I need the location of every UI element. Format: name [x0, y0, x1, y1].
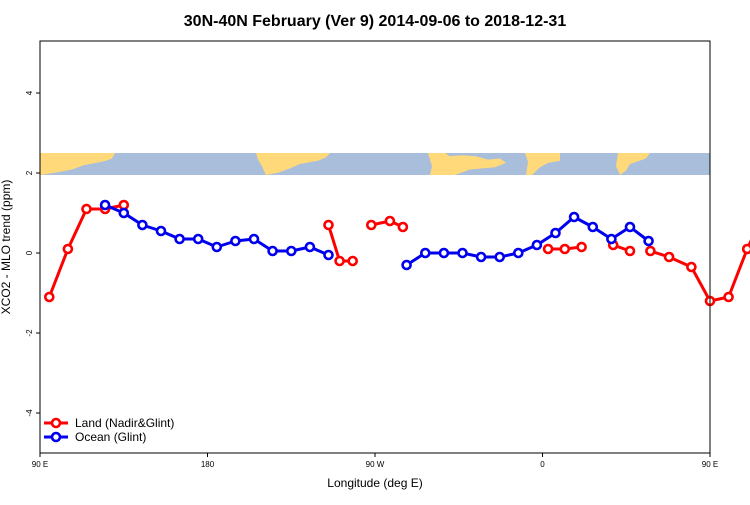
data-point	[686, 261, 697, 273]
data-point	[99, 199, 111, 211]
data-point	[587, 221, 599, 233]
data-point	[419, 247, 431, 259]
data-point	[568, 211, 580, 223]
chart-title: 30N-40N February (Ver 9) 2014-09-06 to 2…	[184, 13, 567, 30]
legend-label: Ocean (Glint)	[75, 430, 146, 444]
data-point	[230, 235, 241, 247]
data-point	[397, 221, 409, 233]
data-point	[323, 219, 334, 231]
data-point	[304, 241, 316, 253]
data-point	[606, 233, 617, 245]
y-tick-label: -4	[25, 409, 34, 417]
data-point	[643, 235, 654, 247]
map-land-shape	[40, 153, 115, 175]
data-point	[624, 245, 636, 257]
x-axis: 90 E 180 90 W 0 90 E	[32, 453, 718, 469]
data-point	[401, 259, 412, 271]
data-point	[438, 247, 450, 259]
data-point	[512, 247, 524, 259]
data-point	[285, 245, 297, 257]
legend-marker	[50, 431, 62, 443]
x-tick-label: 90 E	[702, 460, 718, 469]
data-point	[475, 251, 487, 263]
data-point	[542, 243, 554, 255]
data-point	[624, 221, 636, 233]
data-point	[43, 291, 55, 303]
series-line	[47, 203, 125, 298]
data-point	[334, 255, 345, 267]
legend-label: Land (Nadir&Glint)	[75, 416, 174, 430]
data-point	[494, 251, 506, 263]
series-layer	[43, 199, 750, 307]
y-axis: -4 -2 0 2 4	[25, 90, 40, 417]
data-point	[645, 245, 656, 257]
data-point	[81, 203, 92, 215]
data-point	[723, 291, 734, 303]
data-point	[174, 233, 185, 245]
map-land-shape	[525, 153, 560, 175]
x-axis-title: Longitude (deg E)	[327, 476, 422, 490]
data-point	[559, 243, 571, 255]
series-line	[649, 239, 750, 303]
data-point	[384, 215, 396, 227]
data-point	[62, 243, 74, 255]
x-tick-label: 90 E	[32, 460, 48, 469]
legend-marker	[50, 417, 62, 429]
y-tick-label: -2	[25, 329, 34, 337]
data-point	[155, 225, 167, 237]
x-tick-label: 0	[540, 460, 545, 469]
world-map-strip	[40, 153, 710, 175]
data-point	[531, 239, 543, 251]
series-ocean	[99, 199, 654, 271]
data-point	[576, 241, 587, 253]
x-tick-label: 90 W	[366, 460, 385, 469]
y-tick-label: 4	[25, 90, 34, 95]
legend: Land (Nadir&Glint)Ocean (Glint)	[44, 416, 174, 444]
y-tick-label: 2	[25, 170, 34, 175]
data-point	[118, 207, 130, 219]
series-land	[43, 199, 750, 307]
data-point	[663, 251, 675, 263]
data-point	[457, 247, 468, 259]
data-point	[267, 245, 278, 257]
data-point	[137, 219, 148, 231]
map-ocean-band	[40, 153, 710, 175]
data-point	[741, 243, 750, 255]
data-point	[248, 233, 260, 245]
map-land-shape	[256, 153, 330, 175]
map-land-shape	[616, 153, 650, 175]
data-point	[347, 255, 359, 267]
data-point	[323, 249, 334, 261]
data-point	[192, 233, 204, 245]
data-point	[211, 241, 223, 253]
map-land-shape	[428, 153, 506, 175]
x-tick-label: 180	[201, 460, 215, 469]
data-point	[365, 219, 377, 231]
data-point	[550, 227, 561, 239]
y-tick-label: 0	[25, 250, 34, 255]
y-axis-title: XCO2 - MLO trend (ppm)	[0, 180, 13, 315]
